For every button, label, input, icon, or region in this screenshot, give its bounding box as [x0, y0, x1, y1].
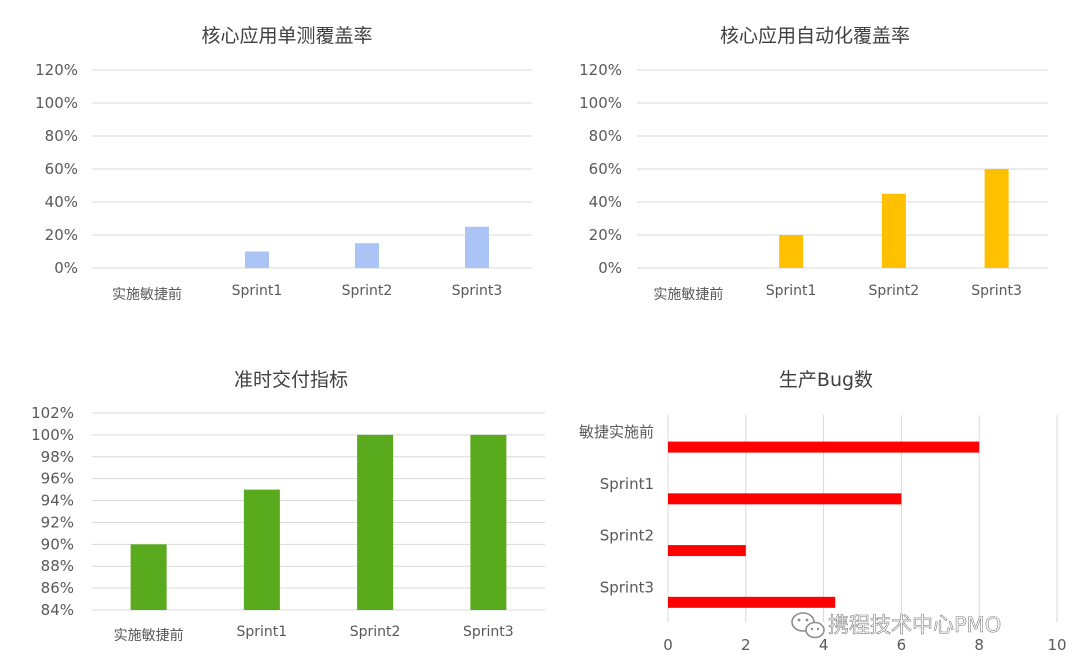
- y-tick-label: 40%: [45, 193, 78, 211]
- category-label: Sprint3: [452, 283, 503, 299]
- category-label: Sprint3: [971, 283, 1022, 299]
- category-label: 实施敏捷前: [114, 627, 184, 644]
- y-tick-label: 120%: [35, 61, 78, 79]
- y-tick-label: 96%: [41, 470, 74, 488]
- x-tick-label: 4: [819, 636, 829, 654]
- y-tick-label: 120%: [579, 61, 622, 79]
- y-tick-label: 92%: [41, 513, 74, 531]
- category-label: Sprint2: [342, 283, 393, 299]
- chart-title: 核心应用单测覆盖率: [201, 25, 372, 47]
- bar: [668, 441, 980, 453]
- y-tick-label: 102%: [31, 404, 74, 422]
- bar: [881, 193, 906, 268]
- bar: [470, 434, 507, 610]
- category-label: 实施敏捷前: [653, 286, 723, 303]
- bar: [668, 493, 902, 505]
- y-tick-label: 100%: [31, 426, 74, 444]
- category-label: Sprint1: [766, 283, 817, 299]
- bar: [984, 169, 1009, 268]
- y-tick-label: 86%: [41, 579, 74, 597]
- y-tick-label: 100%: [35, 94, 78, 112]
- x-tick-label: 6: [897, 636, 907, 654]
- y-tick-label: 80%: [589, 127, 622, 145]
- category-label: Sprint1: [237, 624, 288, 640]
- y-tick-label: 94%: [41, 492, 74, 510]
- x-tick-label: 0: [663, 636, 673, 654]
- bar: [355, 243, 379, 268]
- bar: [465, 226, 489, 268]
- category-label: Sprint1: [600, 475, 654, 493]
- chart-title: 生产Bug数: [779, 369, 873, 391]
- y-tick-label: 20%: [45, 226, 78, 244]
- chart-title: 核心应用自动化覆盖率: [720, 25, 910, 47]
- category-label: Sprint3: [463, 624, 514, 640]
- y-tick-label: 80%: [45, 127, 78, 145]
- y-tick-label: 60%: [45, 160, 78, 178]
- chart-on-time-delivery: 准时交付指标 84% 86% 88% 90% 92% 94% 96% 98% 100% 102% 实…: [31, 369, 545, 644]
- category-label: Sprint2: [600, 527, 654, 545]
- bar: [245, 251, 269, 268]
- y-tick-label: 40%: [589, 193, 622, 211]
- bar: [668, 596, 836, 608]
- bar: [130, 544, 167, 610]
- x-tick-label: 2: [741, 636, 751, 654]
- bar: [243, 489, 280, 610]
- x-tick-label: 10: [1047, 636, 1066, 654]
- chart-production-bugs: 生产Bug数 0 2 4 6 8 10 敏捷实施前 Sprint1 Sprint2 Sprint3: [579, 369, 1067, 654]
- bar: [779, 235, 804, 268]
- chart-unit-test-coverage: 核心应用单测覆盖率 0% 20% 40% 60% 80% 100% 120% 实施敏捷前 Spr…: [35, 25, 532, 303]
- chart-title: 准时交付指标: [234, 369, 348, 391]
- y-tick-label: 60%: [589, 160, 622, 178]
- y-tick-label: 88%: [41, 557, 74, 575]
- y-tick-label: 20%: [589, 226, 622, 244]
- category-label: Sprint3: [600, 578, 654, 596]
- x-tick-label: 8: [974, 636, 984, 654]
- wechat-icon: [791, 612, 825, 639]
- category-label: Sprint1: [232, 283, 283, 299]
- category-label: Sprint2: [350, 624, 401, 640]
- y-tick-label: 98%: [41, 448, 74, 466]
- category-label: 敏捷实施前: [579, 423, 654, 441]
- y-tick-label: 0%: [54, 259, 78, 277]
- category-label: 实施敏捷前: [112, 286, 182, 303]
- bar: [668, 545, 746, 557]
- y-tick-label: 90%: [41, 535, 74, 553]
- y-tick-label: 100%: [579, 94, 622, 112]
- watermark-text: 携程技术中心PMO: [828, 613, 1001, 637]
- chart-automation-coverage: 核心应用自动化覆盖率 0% 20% 40% 60% 80% 100% 120% 实施敏捷前 Sp…: [579, 25, 1048, 303]
- category-label: Sprint2: [869, 283, 920, 299]
- y-tick-label: 84%: [41, 601, 74, 619]
- bar: [357, 434, 394, 610]
- watermark: 携程技术中心PMO: [791, 612, 1002, 639]
- y-tick-label: 0%: [598, 259, 622, 277]
